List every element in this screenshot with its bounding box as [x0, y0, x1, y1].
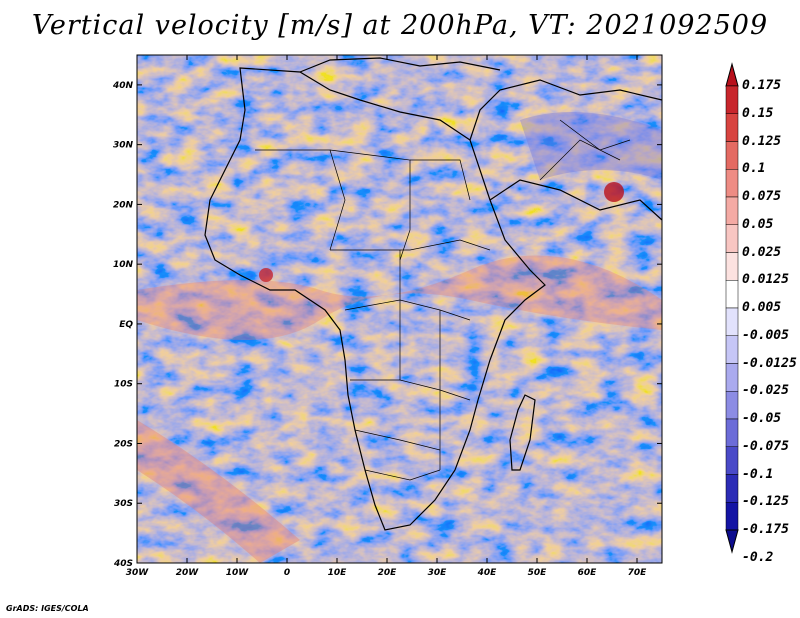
- lon-tick-label: 10E: [328, 568, 348, 578]
- colorbar-level-label: 0.175: [742, 78, 782, 93]
- map-title: Vertical velocity [m/s] at 200hPa, VT: 2…: [31, 10, 769, 41]
- colorbar-segment: [725, 502, 739, 531]
- velocity-field: [137, 55, 662, 563]
- colorbar-segment: [725, 196, 739, 225]
- colorbar-max-triangle: [725, 62, 739, 87]
- latitude-axis: 40N 30N 20N 10N EQ 10S 20S 30S 40S: [112, 81, 662, 569]
- colorbar-segment: [725, 335, 739, 364]
- colorbar-segment: [725, 474, 739, 503]
- colorbar-level-label: -0.0125: [742, 355, 797, 371]
- lon-tick-label: 0: [284, 568, 290, 578]
- lon-tick-label: 30W: [126, 568, 150, 578]
- lat-tick-label: 10S: [114, 380, 133, 390]
- lat-tick-label: 40S: [113, 559, 133, 569]
- colorbar-level-label: 0.075: [742, 189, 782, 204]
- colorbar-level-label: 0.125: [742, 133, 782, 149]
- colorbar-level-label: 0.025: [742, 244, 782, 260]
- colorbar-min-triangle: [725, 529, 739, 554]
- country-borders: [255, 119, 631, 481]
- colorbar-level-label: -0.05: [742, 411, 782, 426]
- lat-tick-label: EQ: [119, 320, 133, 330]
- colorbar-segment: [725, 169, 739, 198]
- colorbar-level-label: -0.2: [742, 549, 774, 565]
- colorbar-segment: [725, 141, 739, 170]
- colorbar-level-label: -0.1: [742, 466, 774, 482]
- lon-tick-label: 20W: [176, 568, 200, 578]
- colorbar-level-label: 0.1: [742, 161, 766, 177]
- colorbar-level-label: 0.05: [742, 216, 774, 232]
- lat-tick-label: 40N: [112, 81, 134, 91]
- colorbar-level-label: -0.005: [742, 327, 789, 343]
- lon-tick-label: 70E: [628, 568, 648, 578]
- colorbar-segment: [725, 224, 739, 253]
- lon-tick-label: 30E: [428, 568, 448, 578]
- lat-tick-label: 20S: [114, 439, 133, 449]
- lon-tick-label: 40E: [477, 568, 498, 578]
- plot-frame: [136, 54, 663, 564]
- grads-credit: GrADS: IGES/COLA: [6, 604, 89, 613]
- lon-tick-label: 50E: [528, 568, 548, 578]
- colorbar-segment: [725, 446, 739, 475]
- colorbar-segment: [725, 391, 739, 420]
- colorbar-level-label: -0.025: [742, 383, 789, 399]
- lon-tick-label: 60E: [578, 568, 598, 578]
- colorbar-segment: [725, 280, 739, 309]
- longitude-axis: 30W 20W 10W 0 10E 20E 30E 40E 50E 60E 70E: [126, 55, 647, 578]
- colorbar-level-label: -0.075: [742, 438, 789, 454]
- colorbar-level-label: 0.005: [742, 300, 782, 315]
- lat-tick-label: 10N: [113, 260, 134, 270]
- colorbar-segment: [725, 113, 739, 142]
- colorbar-level-label: -0.175: [742, 522, 789, 537]
- lat-tick-label: 30S: [114, 499, 133, 509]
- lon-tick-label: 10W: [226, 568, 250, 578]
- colorbar: [725, 62, 739, 554]
- colorbar-level-label: -0.125: [742, 494, 789, 510]
- colorbar-segment: [725, 418, 739, 447]
- lat-tick-label: 20N: [113, 200, 134, 210]
- colorbar-segment: [725, 252, 739, 281]
- africa-coastline: [204, 57, 663, 531]
- colorbar-segment: [725, 85, 739, 114]
- lat-tick-label: 30N: [113, 141, 134, 151]
- lon-tick-label: 20E: [378, 568, 398, 578]
- colorbar-level-label: 0.0125: [742, 272, 789, 288]
- colorbar-segment: [725, 363, 739, 392]
- colorbar-level-label: 0.15: [742, 105, 774, 121]
- colorbar-segment: [725, 307, 739, 336]
